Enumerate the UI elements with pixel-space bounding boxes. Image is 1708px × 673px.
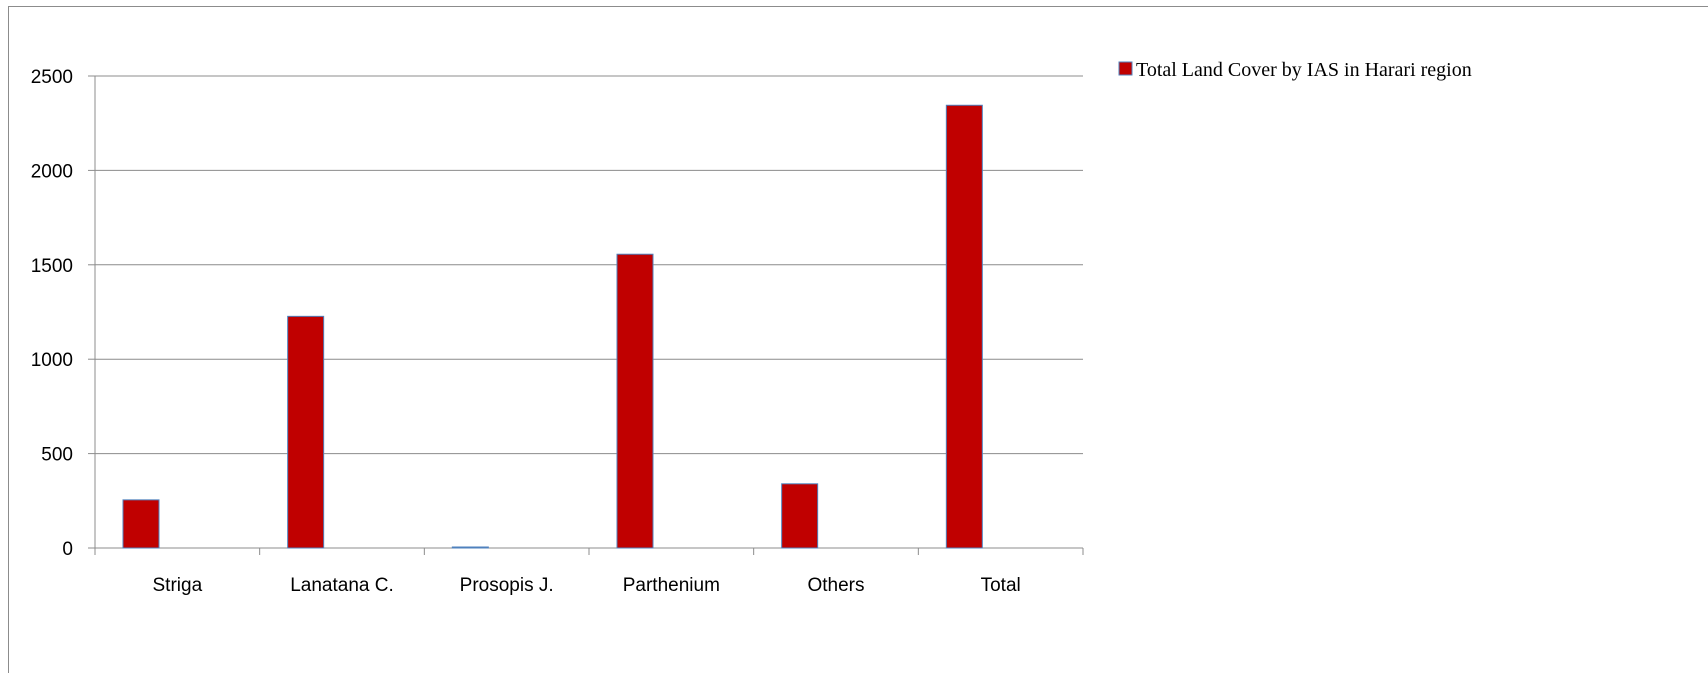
y-tick-label: 1500 [31, 256, 73, 277]
bar [945, 104, 983, 549]
bars [122, 104, 983, 549]
x-tick-label: Striga [153, 575, 203, 596]
legend: Total Land Cover by IAS in Harari region [1118, 59, 1472, 81]
gridlines [88, 75, 1083, 549]
chart-frame [8, 6, 1708, 673]
y-tick-label: 1000 [31, 350, 73, 371]
y-tick-label: 500 [41, 445, 73, 466]
y-tick-label: 0 [62, 539, 73, 560]
x-tick-label: Lanatana C. [290, 575, 394, 596]
legend-label: Total Land Cover by IAS in Harari region [1136, 59, 1472, 81]
x-tick-labels: Striga Lanatana C. Prosopis J. Parthenium Ot… [153, 575, 1021, 596]
y-tick-label: 2000 [31, 161, 73, 182]
x-tick-label: Parthenium [623, 575, 720, 596]
x-tick-label: Total [981, 575, 1021, 596]
y-tick-label: 2500 [31, 67, 73, 88]
bar [287, 315, 325, 549]
x-tick-label: Prosopis J. [460, 575, 554, 596]
bar [122, 499, 160, 549]
x-tick-label: Others [807, 575, 864, 596]
legend-swatch [1118, 61, 1133, 76]
bar [616, 253, 654, 549]
axes [94, 76, 1084, 555]
bar [451, 546, 489, 549]
y-tick-labels: 0 500 1000 1500 2000 2500 [31, 67, 73, 560]
bar [781, 483, 819, 549]
